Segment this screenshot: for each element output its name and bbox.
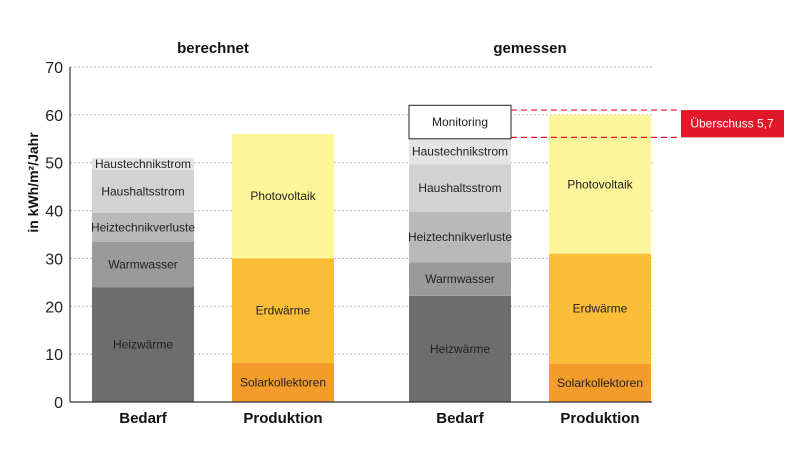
- segment-bedarf-1-heiztechnikverluste: [409, 212, 511, 263]
- segment-bedarf-0-warmwasser-label: Warmwasser: [108, 257, 178, 271]
- segment-produktion-0-solarkollektoren: [232, 362, 334, 402]
- segment-bedarf-1-heizwaerme-label: Heizwärme: [430, 342, 490, 356]
- category-label-produktion-1: Produktion: [560, 410, 639, 427]
- segment-bedarf-1-monitoring: [408, 104, 512, 140]
- segment-bedarf-0-haushaltsstrom-label: Haushaltsstrom: [101, 184, 184, 198]
- labels: 0 10 20 30 40 50 60 70 in kWh/m²/Jahr Heizwärme Wa…: [25, 40, 643, 427]
- segment-produktion-0-erdwaerme: [232, 258, 334, 363]
- bars: [92, 104, 651, 402]
- segment-bedarf-0-heiztechnikverluste-label: Heiztechnikverluste: [91, 220, 195, 234]
- y-axis-label: in kWh/m²/Jahr: [25, 132, 41, 233]
- segment-produktion-0-photovoltaik: [232, 134, 334, 259]
- segment-bedarf-0-haustechnikstrom: [92, 157, 194, 170]
- segment-produktion-0-photovoltaik-label: Photovoltaik: [250, 189, 316, 203]
- segment-produktion-1-erdwaerme: [549, 253, 651, 364]
- segment-produktion-1-photovoltaik: [549, 114, 651, 254]
- surplus-label: Überschuss 5,7: [690, 117, 774, 131]
- y-tick-label-10: 10: [45, 347, 63, 364]
- y-tick-label-60: 60: [45, 108, 63, 125]
- segment-bedarf-1-haushaltsstrom-label: Haushaltsstrom: [418, 181, 501, 195]
- category-label-produktion-0: Produktion: [243, 410, 322, 427]
- segment-bedarf-0-haustechnikstrom-label: Haustechnikstrom: [95, 157, 191, 171]
- category-label-bedarf-0: Bedarf: [119, 410, 168, 427]
- segment-bedarf-1-warmwasser-label: Warmwasser: [425, 272, 495, 286]
- surplus-box: [681, 110, 784, 138]
- y-tick-label-70: 70: [45, 60, 63, 77]
- segment-produktion-1-solarkollektoren: [549, 363, 651, 402]
- segment-bedarf-0-heizwaerme-label: Heizwärme: [113, 338, 173, 352]
- axes: [69, 67, 652, 403]
- segment-bedarf-0-heiztechnikverluste: [92, 212, 194, 242]
- segment-bedarf-1-warmwasser: [409, 262, 511, 296]
- segment-bedarf-0-warmwasser: [92, 241, 194, 288]
- category-label-bedarf-1: Bedarf: [436, 410, 485, 427]
- y-tick-label-20: 20: [45, 299, 63, 316]
- y-tick-label-30: 30: [45, 251, 63, 268]
- segment-bedarf-1-haustechnikstrom: [409, 138, 511, 165]
- y-tick-label-0: 0: [54, 395, 63, 412]
- segment-produktion-0-erdwaerme-label: Erdwärme: [256, 304, 311, 318]
- segment-bedarf-0-heizwaerme: [92, 287, 194, 402]
- segment-bedarf-1-monitoring-label: Monitoring: [432, 115, 488, 129]
- group-title-gemessen: gemessen: [493, 40, 566, 57]
- segment-bedarf-1-haushaltsstrom: [409, 164, 511, 213]
- y-tick-label-50: 50: [45, 156, 63, 173]
- y-tick-label-40: 40: [45, 204, 63, 221]
- segment-bedarf-1-heiztechnikverluste-label: Heiztechnikverluste: [408, 230, 512, 244]
- segment-bedarf-1-heizwaerme: [409, 295, 511, 402]
- segment-bedarf-0-haushaltsstrom: [92, 169, 194, 213]
- segment-bedarf-1-haustechnikstrom-label: Haustechnikstrom: [412, 144, 508, 158]
- segment-produktion-1-solarkollektoren-label: Solarkollektoren: [557, 376, 643, 390]
- annotation: Überschuss 5,7: [511, 109, 784, 138]
- segment-produktion-1-erdwaerme-label: Erdwärme: [573, 302, 628, 316]
- segment-produktion-0-solarkollektoren-label: Solarkollektoren: [240, 375, 326, 389]
- segment-produktion-1-photovoltaik-label: Photovoltaik: [567, 177, 633, 191]
- group-title-berechnet: berechnet: [177, 40, 249, 57]
